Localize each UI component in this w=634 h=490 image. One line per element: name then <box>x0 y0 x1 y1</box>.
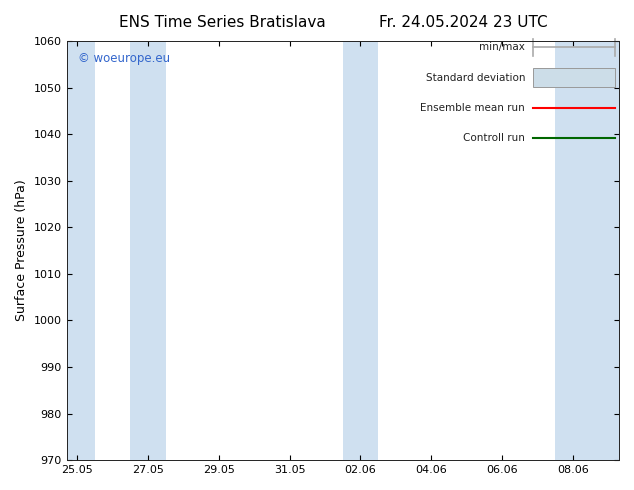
Text: Ensemble mean run: Ensemble mean run <box>420 103 525 113</box>
Text: © woeurope.eu: © woeurope.eu <box>77 51 170 65</box>
Text: ENS Time Series Bratislava: ENS Time Series Bratislava <box>119 15 325 30</box>
Bar <box>533 68 614 87</box>
Text: min/max: min/max <box>479 42 525 52</box>
Bar <box>130 41 165 460</box>
Text: Fr. 24.05.2024 23 UTC: Fr. 24.05.2024 23 UTC <box>378 15 547 30</box>
Bar <box>67 41 95 460</box>
Text: Controll run: Controll run <box>463 133 525 143</box>
Text: Standard deviation: Standard deviation <box>425 73 525 82</box>
Y-axis label: Surface Pressure (hPa): Surface Pressure (hPa) <box>15 180 28 321</box>
Bar <box>343 41 378 460</box>
Bar <box>555 41 619 460</box>
